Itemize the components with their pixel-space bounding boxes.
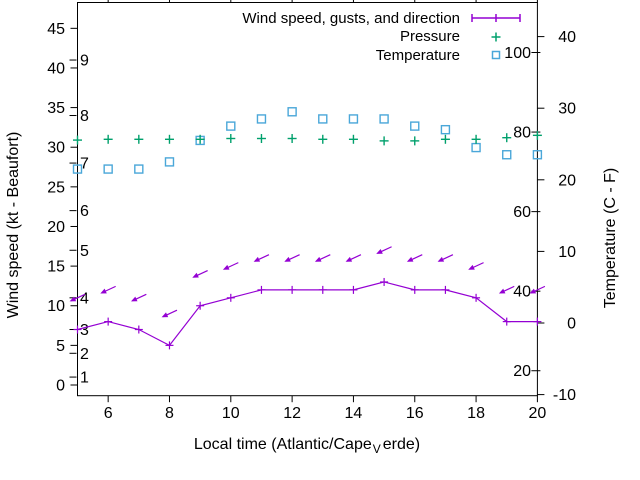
celsius-tick-label: 20 (558, 172, 576, 189)
gust-arrow-head (253, 256, 261, 262)
gust-arrow-head (192, 272, 199, 278)
x-axis-title: Local time (Atlantic/CapeV erde) (194, 436, 420, 456)
beaufort-label: 9 (80, 53, 89, 70)
fahrenheit-label: 60 (513, 204, 531, 221)
temperature-point (164, 157, 175, 167)
kt-tick-label: 40 (47, 60, 65, 77)
kt-tick-label: 5 (56, 338, 65, 355)
gust-arrow-head (406, 256, 414, 262)
gust-arrow-head (131, 296, 138, 302)
celsius-tick-label: 10 (558, 244, 576, 261)
kt-tick-label: 15 (47, 259, 65, 276)
x-tick-label: 18 (467, 405, 485, 422)
kt-tick-label: 30 (47, 140, 65, 157)
y-left-axis-title: Wind speed (kt - Beaufort) (5, 131, 22, 319)
kt-tick-label: 10 (47, 298, 65, 315)
plus-marker-icon (470, 31, 522, 43)
temperature-point (471, 142, 481, 153)
x-tick-label: 12 (283, 405, 301, 422)
beaufort-label: 6 (80, 203, 89, 220)
legend-label-temperature: Temperature (375, 46, 460, 64)
gust-arrow-head (284, 256, 291, 262)
wind-errorbar-icon (470, 11, 522, 25)
gust-arrow-head (222, 264, 230, 270)
temperature-point (103, 164, 113, 174)
fahrenheit-label: 20 (513, 363, 531, 380)
kt-tick-label: 35 (47, 100, 65, 117)
gust-arrow-head (529, 288, 537, 294)
beaufort-ticks (69, 59, 77, 378)
temperature-point (134, 164, 144, 174)
temperature-point (440, 124, 451, 135)
celsius-tick-label: 0 (567, 316, 576, 333)
beaufort-label: 2 (80, 346, 89, 363)
legend-row-pressure: Pressure (0, 28, 522, 47)
plot-border (77, 2, 538, 397)
temperature-point (318, 114, 328, 124)
legend-label-pressure: Pressure (399, 28, 460, 46)
legend: Wind speed, gusts, and direction Pressur… (0, 9, 522, 65)
gust-arrow-head (468, 264, 475, 270)
beaufort-label: 4 (80, 290, 89, 307)
x-tick-label: 16 (406, 405, 424, 422)
beaufort-label: 7 (80, 156, 89, 173)
temperature-point (348, 114, 359, 124)
beaufort-label: 1 (80, 370, 89, 387)
open-square-marker-icon (470, 49, 522, 61)
temperature-point (256, 114, 267, 124)
temperature-series (72, 107, 543, 174)
wind-series (73, 277, 542, 350)
legend-row-temperature: Temperature (0, 46, 522, 65)
temperature-point (287, 107, 297, 117)
temperature-point (379, 114, 389, 124)
temperature-point (72, 164, 83, 174)
gust-arrow-head (161, 312, 169, 318)
temperature-point (410, 121, 420, 131)
pressure-series (73, 130, 542, 146)
gust-arrow-head (376, 249, 383, 254)
legend-label-wind: Wind speed, gusts, and direction (242, 9, 460, 27)
x-tick-label: 20 (529, 405, 547, 422)
kt-ticks (70, 27, 78, 386)
gust-arrow-head (345, 256, 353, 262)
kt-tick-label: 20 (47, 219, 65, 236)
gust-arrow-head (498, 288, 506, 294)
gust-arrow-head (69, 296, 77, 302)
temperature-point (226, 121, 236, 131)
beaufort-label: 8 (80, 108, 89, 125)
fahrenheit-label: 80 (513, 125, 531, 142)
x-tick-label: 6 (104, 405, 113, 422)
x-tick-label: 8 (165, 405, 174, 422)
y-right-axis-title: Temperature (C - F) (602, 167, 619, 309)
x-ticks (107, 0, 538, 403)
legend-row-wind: Wind speed, gusts, and direction (0, 9, 522, 28)
temperature-point (532, 150, 543, 160)
x-tick-label: 14 (345, 405, 363, 422)
celsius-ticks (537, 36, 545, 396)
gust-arrow-head (100, 288, 107, 294)
gust-arrow-head (314, 256, 322, 262)
beaufort-label: 3 (80, 322, 89, 339)
kt-tick-label: 45 (47, 21, 65, 38)
kt-tick-label: 0 (56, 378, 65, 395)
kt-tick-label: 25 (47, 179, 65, 196)
beaufort-label: 5 (80, 243, 89, 260)
fahrenheit-label: 100 (504, 45, 531, 62)
x-tick-label: 10 (222, 405, 240, 422)
gust-arrows (69, 246, 546, 318)
temperature-point (502, 150, 512, 160)
celsius-tick-label: 40 (558, 29, 576, 46)
celsius-tick-label: -10 (553, 387, 576, 404)
wind-line (77, 281, 538, 347)
fahrenheit-label: 40 (513, 284, 531, 301)
gust-arrow-head (437, 256, 445, 262)
celsius-tick-label: 30 (558, 101, 576, 118)
